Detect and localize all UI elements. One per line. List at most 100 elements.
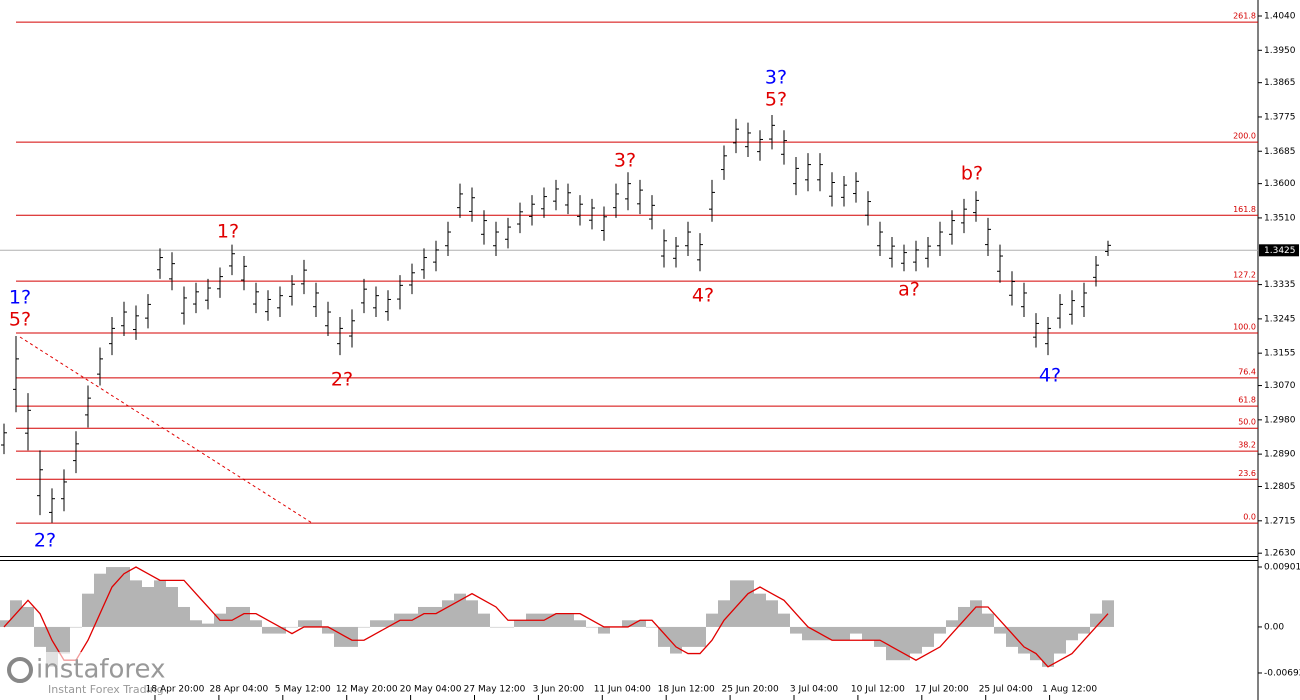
histogram-bar <box>178 606 190 627</box>
wave-label: 1? <box>217 221 239 243</box>
histogram-bar <box>994 626 1006 634</box>
y-tick-label: 1.3865 <box>1264 78 1296 88</box>
histogram-bar <box>718 600 730 627</box>
y-tick-label: 1.4040 <box>1264 12 1296 22</box>
x-tick-label: 11 Jun 04:00 <box>594 685 651 695</box>
histogram-bar <box>154 580 166 627</box>
y-tick-label: 1.2630 <box>1264 549 1296 559</box>
wave-label: 2? <box>331 369 353 391</box>
trend-line <box>19 336 313 524</box>
histogram-bar <box>754 593 766 627</box>
histogram-bar <box>742 580 754 627</box>
histogram-bar <box>166 587 178 627</box>
histogram-bar <box>1018 626 1030 654</box>
histogram-bar <box>1054 626 1066 654</box>
x-tick-label: 5 May 12:00 <box>275 685 331 695</box>
x-tick-label: 20 May 04:00 <box>400 685 462 695</box>
x-tick-label: 27 May 12:00 <box>464 685 526 695</box>
fib-level-label: 161.8 <box>1233 205 1256 214</box>
histogram-bar <box>670 626 682 654</box>
histogram-bar <box>1066 626 1078 641</box>
x-tick-label: 18 Jun 12:00 <box>658 685 715 695</box>
fib-level-label: 23.6 <box>1238 469 1256 478</box>
watermark: instaforex Instant Forex Trading <box>0 652 180 698</box>
wave-label: a? <box>898 279 920 301</box>
histogram-bar <box>298 620 310 627</box>
histogram-bar <box>598 626 610 634</box>
histogram-bar <box>322 626 334 634</box>
histogram-bar <box>142 587 154 627</box>
histogram-bar <box>934 626 946 634</box>
histogram-bar <box>658 626 670 647</box>
y-tick-label: 1.3070 <box>1264 381 1296 391</box>
wave-label: 3? <box>614 150 636 172</box>
histogram-bar <box>730 580 742 627</box>
y-tick-label: -0.00692 <box>1264 668 1300 678</box>
histogram-bar <box>118 567 130 627</box>
current-price-label: 1.3425 <box>1264 246 1296 256</box>
histogram-bar <box>34 626 46 647</box>
x-tick-label: 25 Jun 20:00 <box>722 685 779 695</box>
y-tick-label: 1.3155 <box>1264 349 1296 359</box>
histogram-bar <box>646 626 658 628</box>
histogram-bar <box>982 613 994 627</box>
fib-level-label: 100.0 <box>1233 322 1256 331</box>
y-tick-label: 1.3510 <box>1264 213 1296 223</box>
histogram-bar <box>862 626 874 641</box>
histogram-bar <box>790 626 802 634</box>
x-tick-label: 18 Apr 20:00 <box>146 685 205 695</box>
y-tick-label: 1.3685 <box>1264 147 1296 157</box>
x-tick-label: 25 Jul 04:00 <box>979 685 1033 695</box>
histogram-bar <box>202 623 214 627</box>
histogram-bar <box>766 600 778 627</box>
histogram-bar <box>130 580 142 627</box>
x-tick-label: 3 Jul 04:00 <box>790 685 839 695</box>
histogram-bar <box>382 620 394 627</box>
wave-label: 5? <box>765 89 787 111</box>
histogram-bar <box>1006 626 1018 647</box>
histogram-bar <box>958 606 970 627</box>
histogram-bar <box>82 593 94 627</box>
histogram-bar <box>886 626 898 661</box>
histogram-bar <box>190 620 202 627</box>
histogram-bar <box>682 626 694 647</box>
histogram-bar <box>562 613 574 627</box>
histogram-bar <box>622 620 634 627</box>
histogram-bar <box>1090 613 1102 627</box>
wave-label: b? <box>961 163 983 185</box>
y-tick-label: 1.3245 <box>1264 314 1296 324</box>
fib-level-label: 200.0 <box>1233 132 1256 141</box>
histogram-bar <box>946 620 958 627</box>
fib-level-label: 38.2 <box>1238 441 1256 450</box>
y-tick-label: 0.00 <box>1264 622 1284 632</box>
wave-label: 5? <box>9 309 31 331</box>
histogram-bar <box>286 626 298 628</box>
y-tick-label: 1.2805 <box>1264 482 1296 492</box>
histogram-bar <box>694 626 706 647</box>
fib-level-label: 61.8 <box>1238 396 1256 405</box>
histogram-bar <box>514 620 526 627</box>
histogram-bar <box>970 600 982 627</box>
histogram-bar <box>238 606 250 627</box>
x-tick-label: 10 Jul 12:00 <box>851 685 905 695</box>
fib-level-label: 0.0 <box>1243 513 1256 522</box>
histogram-bar <box>826 626 838 641</box>
histogram-bar <box>106 567 118 627</box>
wave-label: 4? <box>1039 365 1061 387</box>
histogram-bar <box>586 626 598 628</box>
histogram-bar <box>250 620 262 627</box>
histogram-bar <box>466 600 478 627</box>
current-price-box <box>1259 244 1299 257</box>
y-tick-label: 1.3335 <box>1264 280 1296 290</box>
histogram-bar <box>1030 626 1042 661</box>
histogram-bar <box>778 613 790 627</box>
histogram-bar <box>850 626 862 634</box>
wave-label: 1? <box>9 287 31 309</box>
watermark-logo <box>7 657 33 683</box>
x-tick-label: 28 Apr 04:00 <box>210 685 269 695</box>
histogram-bar <box>58 626 70 654</box>
signal-line <box>3 566 1109 668</box>
watermark-tagline: Instant Forex Trading <box>48 683 164 696</box>
